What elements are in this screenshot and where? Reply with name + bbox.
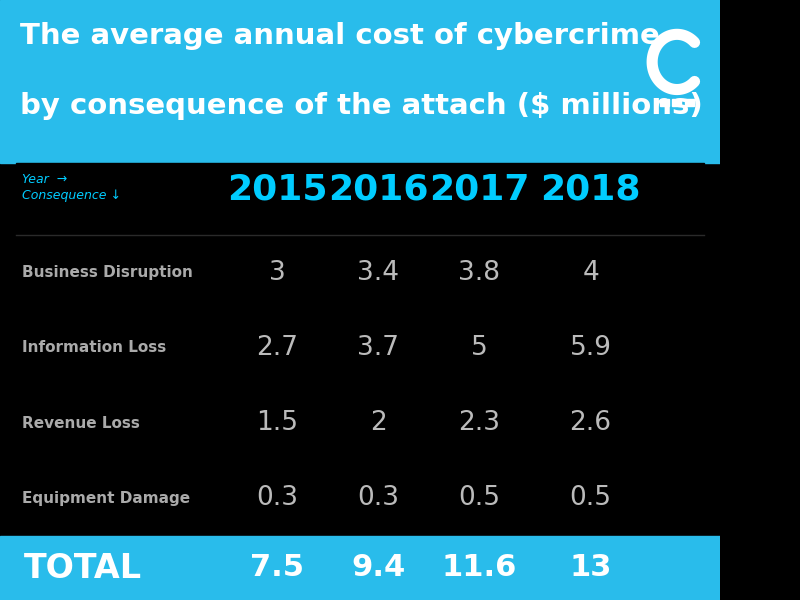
Text: TOTAL: TOTAL: [23, 551, 142, 584]
Text: 0.3: 0.3: [256, 485, 298, 511]
Bar: [685, 98, 694, 106]
Text: 2: 2: [370, 410, 386, 436]
Text: 2.6: 2.6: [570, 410, 611, 436]
Text: 7.5: 7.5: [250, 553, 304, 583]
Text: 3.4: 3.4: [357, 260, 399, 286]
Text: Equipment Damage: Equipment Damage: [22, 491, 190, 506]
Text: by consequence of the attach ($ millions): by consequence of the attach ($ millions…: [20, 92, 702, 120]
Text: 0.5: 0.5: [570, 485, 611, 511]
Text: The average annual cost of cybercrime: The average annual cost of cybercrime: [20, 22, 659, 50]
Text: 2016: 2016: [328, 173, 428, 207]
Text: Information Loss: Information Loss: [22, 340, 166, 355]
Bar: [0, 0, 720, 163]
Text: 2017: 2017: [429, 173, 529, 207]
Bar: [0, 536, 720, 600]
Text: 3.7: 3.7: [357, 335, 399, 361]
Bar: [673, 98, 682, 106]
Text: 11.6: 11.6: [442, 553, 517, 583]
Text: 2018: 2018: [540, 173, 641, 207]
Bar: [16, 163, 704, 536]
Text: 2.7: 2.7: [256, 335, 298, 361]
Text: 0.3: 0.3: [357, 485, 399, 511]
Text: 0.5: 0.5: [458, 485, 500, 511]
Text: 3: 3: [269, 260, 286, 286]
Text: 2015: 2015: [227, 173, 327, 207]
Text: Consequence ↓: Consequence ↓: [22, 189, 121, 202]
Bar: [660, 98, 669, 106]
Text: Revenue Loss: Revenue Loss: [22, 416, 139, 431]
Text: 9.4: 9.4: [351, 553, 406, 583]
Text: 13: 13: [570, 553, 612, 583]
Text: 5.9: 5.9: [570, 335, 611, 361]
Text: 2.3: 2.3: [458, 410, 500, 436]
Text: 1.5: 1.5: [256, 410, 298, 436]
Text: Year  →: Year →: [22, 173, 67, 186]
Text: Business Disruption: Business Disruption: [22, 265, 193, 280]
Text: 3.8: 3.8: [458, 260, 500, 286]
Text: 5: 5: [470, 335, 487, 361]
Text: 4: 4: [582, 260, 599, 286]
